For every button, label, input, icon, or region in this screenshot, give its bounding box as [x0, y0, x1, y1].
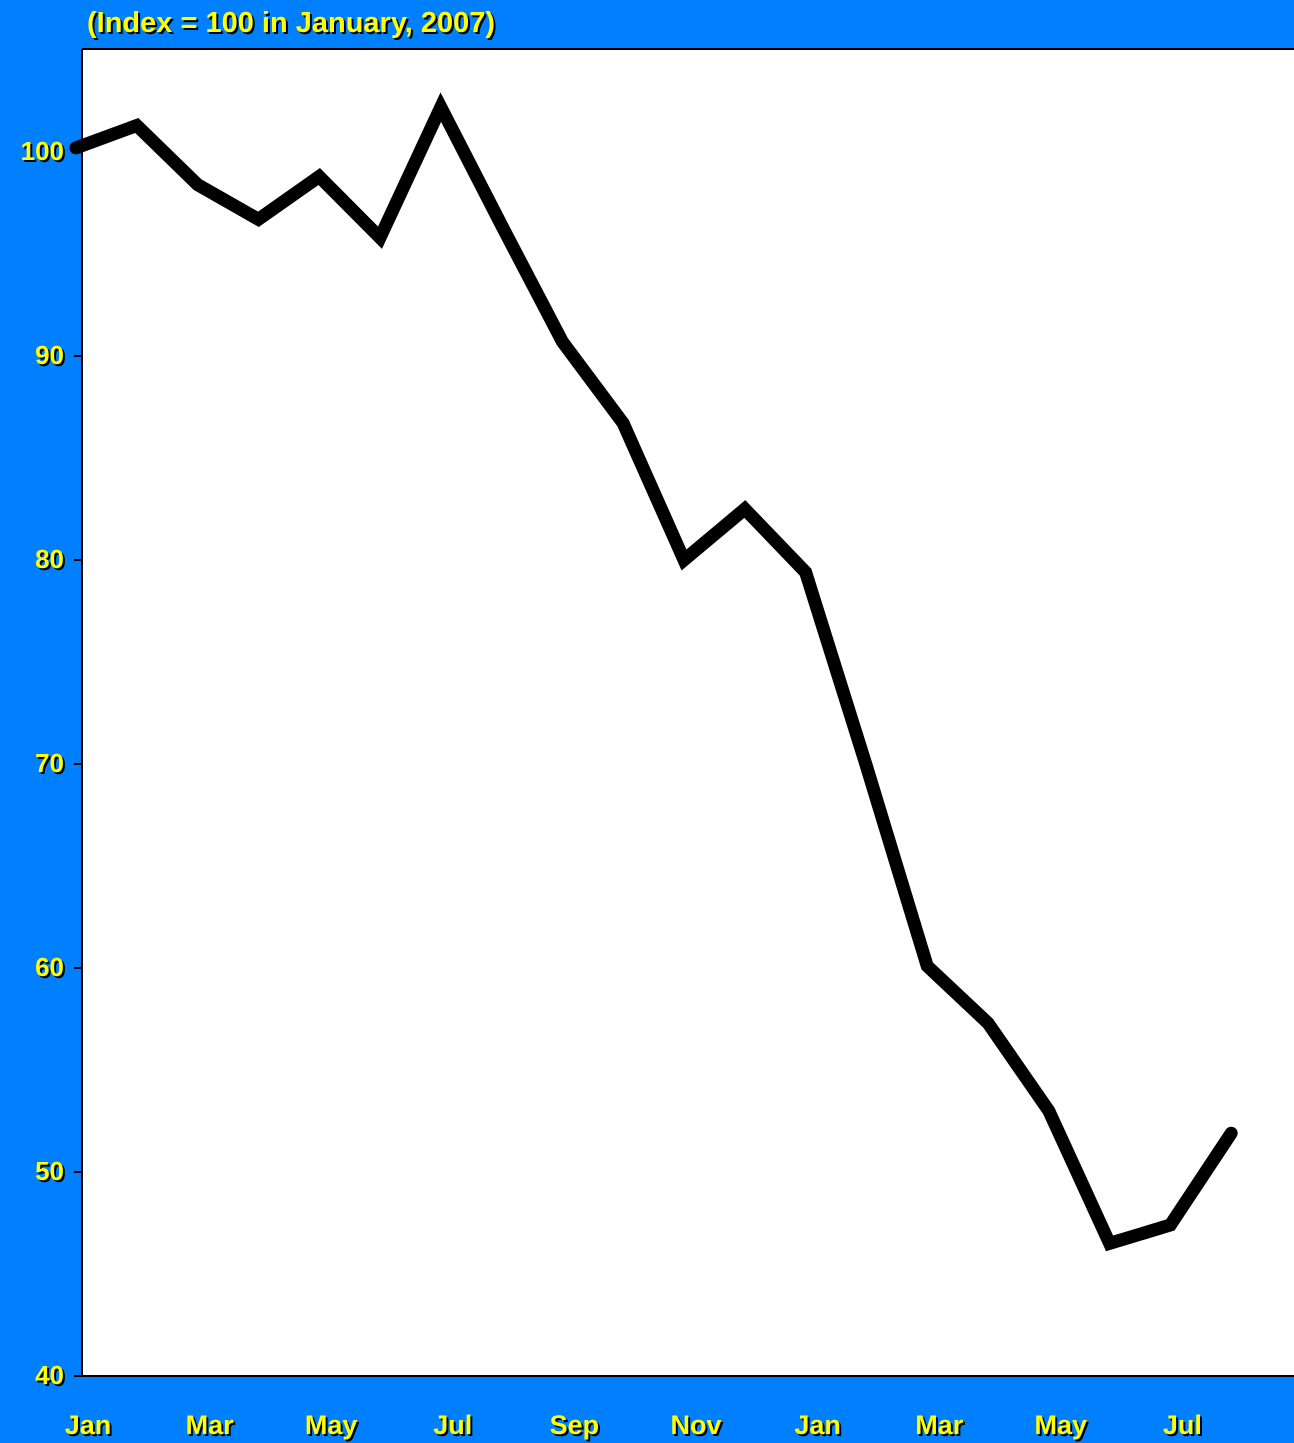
x-tick-label: May: [305, 1410, 358, 1440]
data-point: [1109, 1242, 1111, 1244]
series-line: [69, 92, 1238, 1252]
x-tick-label: Jan: [794, 1410, 841, 1440]
data-point: [987, 1022, 989, 1024]
data-point: [257, 218, 259, 220]
y-tick-label: 50: [35, 1156, 64, 1186]
x-tick-label-shadow: Sep: [552, 1412, 602, 1442]
plot-area: [82, 49, 1294, 1376]
series-layer: [69, 92, 1238, 1252]
x-tick-label-shadow: Mar: [917, 1412, 966, 1442]
y-tick-label-shadow: 100: [23, 138, 66, 168]
data-point: [318, 175, 320, 177]
y-tick-label-shadow: 70: [37, 750, 66, 780]
data-point: [1048, 1110, 1050, 1112]
x-tick-label: May: [1035, 1410, 1088, 1440]
y-tick-label: 100: [21, 136, 64, 166]
x-tick-label: Jul: [433, 1410, 472, 1440]
data-point: [561, 341, 563, 343]
y-tick-label-shadow: 80: [37, 546, 66, 576]
x-tick-label: Sep: [550, 1410, 600, 1440]
data-point: [440, 106, 442, 108]
data-point: [683, 559, 685, 561]
x-tick-label-shadow: Nov: [672, 1412, 723, 1442]
chart-title-shadow: (Index = 100 in January, 2007): [89, 9, 497, 41]
data-point: [744, 508, 746, 510]
x-tick-label: Mar: [915, 1410, 964, 1440]
x-tick-label: Mar: [186, 1410, 235, 1440]
x-tick-label: Jan: [65, 1410, 112, 1440]
data-point: [197, 184, 199, 186]
y-tick-label: 60: [35, 952, 64, 982]
x-tick-label-shadow: May: [307, 1412, 360, 1442]
data-point: [501, 224, 503, 226]
x-tick-label: Nov: [670, 1410, 721, 1440]
y-tick-label: 70: [35, 748, 64, 778]
data-point: [865, 765, 867, 767]
y-tick-label: 40: [35, 1360, 64, 1390]
y-tick-label-shadow: 90: [37, 342, 66, 372]
y-tick-label-shadow: 50: [37, 1158, 66, 1188]
y-tick-label: 90: [35, 340, 64, 370]
data-point: [379, 237, 381, 239]
chart-title-text: (Index = 100 in January, 2007): [87, 7, 495, 39]
x-tick-label-shadow: Mar: [188, 1412, 237, 1442]
data-point: [926, 965, 928, 967]
data-point: [1169, 1224, 1171, 1226]
data-point: [622, 422, 624, 424]
x-tick-label-shadow: Jul: [435, 1412, 474, 1442]
x-tick-label-shadow: May: [1037, 1412, 1090, 1442]
y-tick-label: 80: [35, 544, 64, 574]
x-tick-label-shadow: Jan: [796, 1412, 843, 1442]
data-point: [805, 571, 807, 573]
x-tick-label: Jul: [1163, 1410, 1202, 1440]
data-point: [1230, 1132, 1232, 1134]
y-tick-label-shadow: 60: [37, 954, 66, 984]
data-point: [136, 124, 138, 126]
data-point: [75, 147, 77, 149]
chart-title: (Index = 100 in January, 2007) (Index = …: [87, 7, 497, 41]
x-tick-label-shadow: Jan: [67, 1412, 114, 1442]
y-tick-label-shadow: 40: [37, 1362, 66, 1392]
x-tick-label-shadow: Jul: [1165, 1412, 1204, 1442]
